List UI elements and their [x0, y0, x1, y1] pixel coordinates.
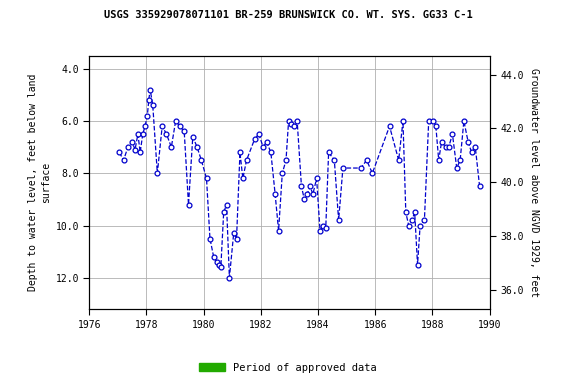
Text: USGS 335929078071101 BR-259 BRUNSWICK CO. WT. SYS. GG33 C-1: USGS 335929078071101 BR-259 BRUNSWICK CO…: [104, 10, 472, 20]
Legend: Period of approved data: Period of approved data: [195, 359, 381, 377]
Y-axis label: Groundwater level above NGVD 1929, feet: Groundwater level above NGVD 1929, feet: [529, 68, 539, 297]
Y-axis label: Depth to water level, feet below land
surface: Depth to water level, feet below land su…: [28, 74, 51, 291]
